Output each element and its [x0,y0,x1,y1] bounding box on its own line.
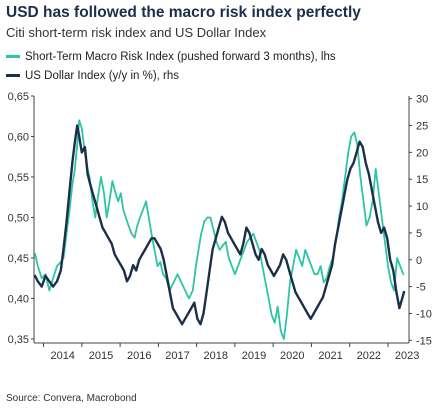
legend-item-risk-index: Short-Term Macro Risk Index (pushed forw… [6,47,336,66]
x-tick-label: 2016 [127,350,151,362]
y-right-tick-label: 15 [416,174,428,186]
x-tick-label: 2021 [318,350,342,362]
y-right-tick-label: 30 [416,94,428,106]
x-tick-label: 2015 [89,350,113,362]
legend-swatch-risk-index [6,55,20,58]
chart-title: USD has followed the macro risk index pe… [6,4,361,21]
x-tick-label: 2014 [50,350,74,362]
y-left-tick-label: 0,60 [8,131,29,143]
x-tick-label: 2022 [357,350,381,362]
y-right-tick-label: 20 [416,147,428,159]
y-left-tick-label: 0,45 [8,253,29,265]
legend-label-usd-index: US Dollar Index (y/y in %), rhs [25,69,180,82]
y-right-tick-label: 0 [416,255,422,267]
y-left-tick-label: 0,65 [8,91,29,103]
source-note: Source: Convera, Macrobond [6,393,137,404]
x-tick-label: 2019 [242,350,266,362]
series-line-usd-index [33,124,406,326]
y-left-tick-label: 0,55 [8,172,29,184]
legend-label-risk-index: Short-Term Macro Risk Index (pushed forw… [25,50,336,63]
y-right-tick-label: 10 [416,201,428,213]
y-right-tick-label: 25 [416,121,428,133]
chart-subtitle: Citi short-term risk index and US Dollar… [6,25,267,40]
y-left-tick-label: 0,40 [8,293,29,305]
x-tick-label: 2018 [204,350,228,362]
y-right-tick-label: -5 [416,282,426,294]
y-right-tick-label: -15 [416,335,432,347]
y-left-tick-label: 0,50 [8,212,29,224]
chart-legend: Short-Term Macro Risk Index (pushed forw… [6,47,336,85]
x-tick-label: 2017 [165,350,189,362]
y-right-tick-label: 5 [416,228,422,240]
x-tick-label: 2023 [395,350,419,362]
legend-item-usd-index: US Dollar Index (y/y in %), rhs [6,66,336,85]
x-tick-label: 2020 [280,350,304,362]
y-right-tick-label: -10 [416,308,432,320]
y-left-tick-label: 0,35 [8,334,29,346]
legend-swatch-usd-index [6,74,20,77]
